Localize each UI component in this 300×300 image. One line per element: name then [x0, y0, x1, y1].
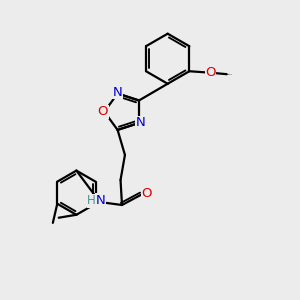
- Text: N: N: [96, 194, 105, 207]
- Text: O: O: [205, 66, 216, 79]
- Text: N: N: [113, 85, 122, 98]
- Text: O: O: [98, 105, 108, 118]
- Text: N: N: [136, 116, 145, 130]
- Text: H: H: [87, 194, 96, 207]
- Text: methyl: methyl: [228, 74, 232, 75]
- Text: O: O: [141, 187, 152, 200]
